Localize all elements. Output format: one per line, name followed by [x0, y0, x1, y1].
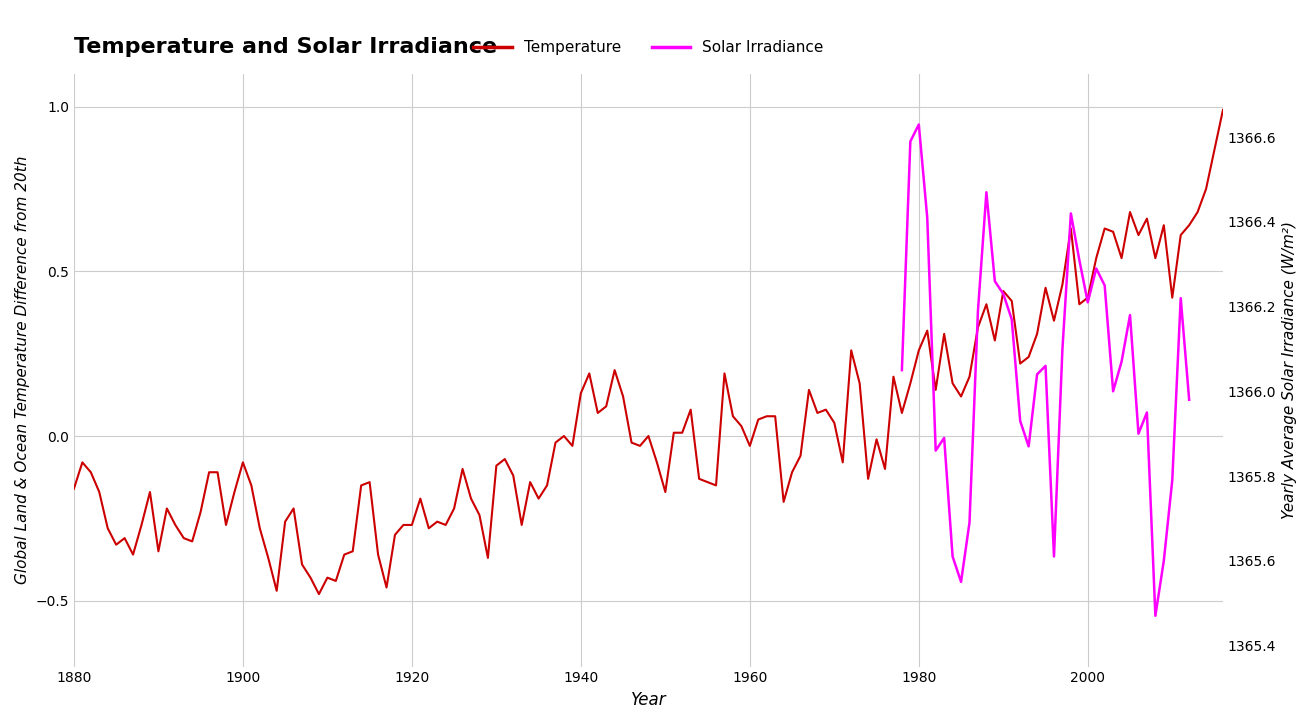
- Solar Irradiance: [1122, 311, 1138, 319]
- Solar Irradiance: [1164, 476, 1179, 484]
- Solar Irradiance: [928, 446, 943, 455]
- Temperature: [962, 372, 977, 381]
- Solar Irradiance: [937, 434, 953, 442]
- Solar Irradiance: [1105, 387, 1120, 395]
- Solar Irradiance: [1029, 370, 1044, 379]
- Solar Irradiance: [1055, 345, 1071, 353]
- Temperature: [785, 468, 800, 476]
- Solar Irradiance: [1114, 358, 1130, 366]
- Temperature: [311, 590, 327, 599]
- Line: Solar Irradiance: Solar Irradiance: [901, 125, 1189, 616]
- Solar Irradiance: [1021, 442, 1036, 451]
- Solar Irradiance: [1139, 408, 1155, 417]
- Solar Irradiance: [987, 277, 1002, 285]
- Solar Irradiance: [996, 290, 1012, 298]
- Solar Irradiance: [911, 120, 926, 129]
- Line: Temperature: Temperature: [73, 110, 1223, 594]
- Solar Irradiance: [1156, 556, 1172, 565]
- Temperature: [497, 455, 513, 463]
- Solar Irradiance: [1080, 298, 1096, 307]
- Text: Temperature and Solar Irradiance: Temperature and Solar Irradiance: [73, 37, 497, 57]
- Solar Irradiance: [1089, 264, 1105, 273]
- Solar Irradiance: [1148, 612, 1164, 620]
- Solar Irradiance: [1013, 416, 1029, 425]
- Y-axis label: Yearly Average Solar Irradiance (W/m²): Yearly Average Solar Irradiance (W/m²): [1282, 221, 1298, 519]
- Solar Irradiance: [893, 366, 909, 374]
- Temperature: [471, 510, 487, 519]
- Solar Irradiance: [1038, 361, 1054, 370]
- Solar Irradiance: [979, 188, 994, 197]
- Temperature: [581, 369, 597, 378]
- Solar Irradiance: [1131, 429, 1147, 438]
- Solar Irradiance: [1072, 256, 1088, 264]
- Solar Irradiance: [962, 518, 977, 527]
- Solar Irradiance: [903, 137, 918, 146]
- Solar Irradiance: [970, 306, 985, 315]
- Y-axis label: Global Land & Ocean Temperature Difference from 20th: Global Land & Ocean Temperature Differen…: [14, 156, 30, 584]
- Solar Irradiance: [954, 578, 970, 586]
- Temperature: [1215, 106, 1231, 114]
- Solar Irradiance: [1004, 315, 1019, 324]
- Solar Irradiance: [1063, 209, 1078, 218]
- Solar Irradiance: [920, 214, 935, 222]
- Solar Irradiance: [1181, 395, 1197, 404]
- Temperature: [66, 484, 81, 493]
- X-axis label: Year: Year: [631, 691, 666, 709]
- Solar Irradiance: [1173, 294, 1189, 303]
- Temperature: [227, 488, 243, 497]
- Solar Irradiance: [1097, 281, 1113, 290]
- Solar Irradiance: [1046, 552, 1061, 561]
- Legend: Temperature, Solar Irradiance: Temperature, Solar Irradiance: [467, 34, 829, 61]
- Solar Irradiance: [945, 552, 960, 561]
